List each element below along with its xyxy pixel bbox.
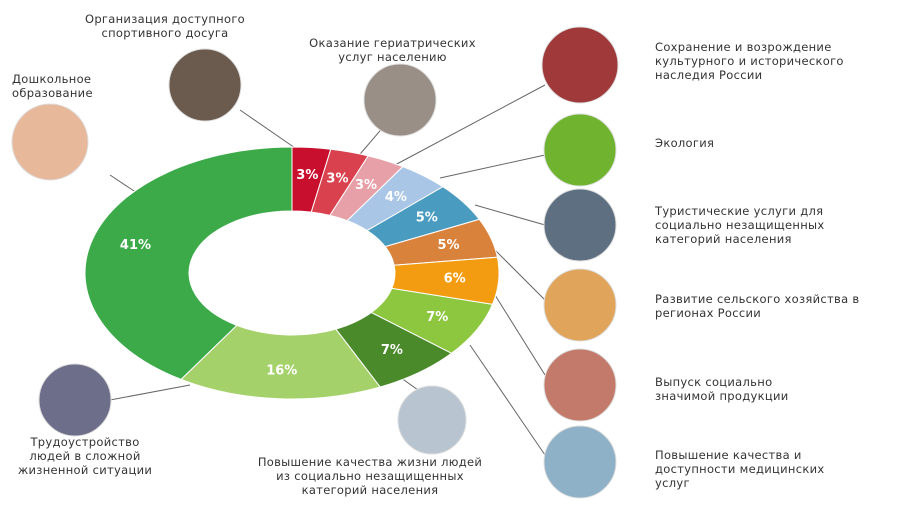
photo bbox=[543, 188, 617, 262]
photos bbox=[11, 26, 619, 499]
category-label: Оказание гериатрических услуг населению bbox=[309, 36, 476, 64]
slice bbox=[180, 324, 381, 400]
category-label: Организация доступного спортивного досуг… bbox=[84, 12, 246, 40]
value-label: 41% bbox=[120, 238, 151, 253]
value-label: 5% bbox=[416, 210, 438, 225]
leader-line bbox=[109, 384, 191, 401]
slice bbox=[84, 146, 293, 380]
photo bbox=[397, 385, 467, 455]
category-label: Туристические услуги для социально незащ… bbox=[655, 204, 825, 246]
leaders bbox=[109, 84, 546, 456]
category-label: Сохранение и возрождение культурного и и… bbox=[655, 40, 844, 82]
value-label: 3% bbox=[355, 178, 377, 193]
category-label: Повышение качества и доступности медицин… bbox=[655, 448, 825, 490]
photo bbox=[543, 113, 617, 187]
leader-line bbox=[489, 244, 546, 301]
photo bbox=[168, 48, 242, 122]
value-label: 5% bbox=[437, 238, 459, 253]
category-label: Трудоустройство людей в сложной жизненно… bbox=[17, 435, 153, 477]
photo bbox=[543, 425, 617, 499]
category-label: Дошкольное образование bbox=[12, 72, 93, 100]
photo bbox=[38, 363, 112, 437]
category-label: Повышение качества жизни людей из социал… bbox=[257, 455, 483, 497]
leader-line bbox=[494, 294, 546, 376]
leader-line bbox=[394, 84, 546, 166]
value-label: 6% bbox=[444, 272, 466, 287]
value-label: 16% bbox=[266, 363, 297, 378]
category-label: Выпуск социально значимой продукции bbox=[655, 375, 789, 403]
photo bbox=[543, 348, 617, 422]
value-label: 3% bbox=[296, 168, 318, 183]
category-label: Экология bbox=[655, 136, 715, 150]
value-label: 4% bbox=[385, 190, 407, 205]
leader-line bbox=[474, 204, 546, 226]
leader-line bbox=[439, 154, 546, 179]
value-label: 7% bbox=[381, 343, 403, 358]
value-label: 3% bbox=[326, 171, 348, 186]
photo bbox=[541, 26, 619, 104]
photo bbox=[11, 103, 89, 181]
photo bbox=[363, 63, 437, 137]
photo bbox=[543, 268, 617, 342]
category-label: Развитие сельского хозяйства в регионах … bbox=[655, 292, 860, 320]
leader-line bbox=[469, 344, 546, 456]
leader-line bbox=[239, 109, 299, 151]
donut: 3% 3% 3% 4% 5% 5% 6% 7% 7% 16% 41% bbox=[84, 146, 500, 400]
value-label: 7% bbox=[426, 310, 448, 325]
